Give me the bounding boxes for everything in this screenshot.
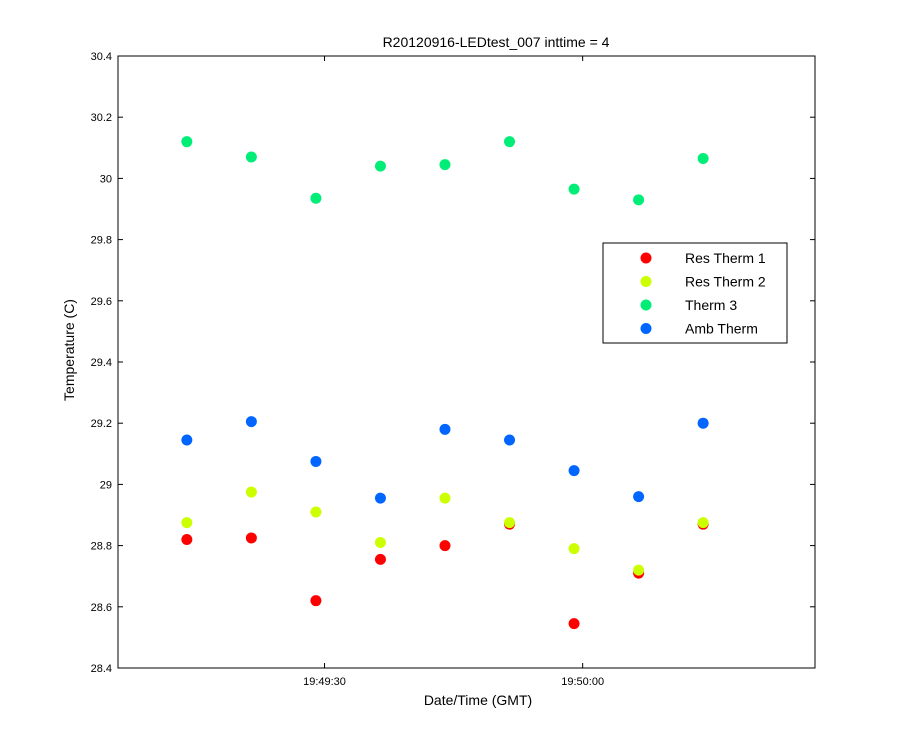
y-axis: 28.4 28.6 28.8 29 29.2 29.4 29.6 29.8 30 30.2 30.4 <box>91 51 815 675</box>
data-point-series-3 <box>568 183 580 195</box>
data-point-series-3 <box>439 159 451 171</box>
data-point-series-3 <box>310 192 322 204</box>
data-point-series-4 <box>439 423 451 435</box>
data-point-series-2 <box>439 492 451 504</box>
legend: Res Therm 1 Res Therm 2 Therm 3 Amb Therm <box>602 242 788 344</box>
legend-marker <box>640 299 652 311</box>
plot-area <box>117 55 816 669</box>
data-point-series-2 <box>504 517 516 529</box>
y-tick-label: 28.6 <box>91 602 112 614</box>
y-tick-label: 29.2 <box>91 418 112 430</box>
data-point-series-2 <box>568 543 580 555</box>
y-tick-label: 29.6 <box>91 296 112 308</box>
legend-label: Amb Therm <box>685 321 758 337</box>
data-point-series-3 <box>181 136 193 148</box>
legend-marker <box>640 276 652 287</box>
y-tick-label: 30 <box>100 173 112 185</box>
data-point-series-2 <box>374 537 386 549</box>
data-point-series-2 <box>245 486 257 498</box>
legend-label: Res Therm 2 <box>685 274 766 290</box>
data-point-series-3 <box>504 136 516 148</box>
data-point-series-3 <box>374 160 386 172</box>
data-point-series-1 <box>439 540 451 552</box>
y-tick-label: 29 <box>100 479 112 491</box>
y-axis-label: Temperature (C) <box>61 299 77 401</box>
data-point-series-1 <box>181 533 193 545</box>
legend-label: Res Therm 1 <box>685 250 766 266</box>
x-tick-label: 19:49:30 <box>303 676 346 688</box>
data-point-series-3 <box>245 151 257 163</box>
data-points <box>181 136 709 630</box>
data-point-series-4 <box>504 434 516 446</box>
legend-marker <box>640 323 652 334</box>
data-point-series-2 <box>697 517 709 529</box>
x-axis-label: Date/Time (GMT) <box>424 692 532 708</box>
y-tick-label: 28.4 <box>91 663 112 675</box>
data-point-series-3 <box>633 194 645 206</box>
y-tick-label: 30.4 <box>91 51 112 63</box>
data-point-series-1 <box>568 618 580 630</box>
data-point-series-4 <box>633 491 645 503</box>
data-point-series-2 <box>181 517 193 529</box>
y-tick-label: 29.4 <box>91 357 112 369</box>
legend-label: Therm 3 <box>685 297 737 313</box>
legend-items: Res Therm 1 Res Therm 2 Therm 3 Amb Therm <box>640 250 766 337</box>
data-point-series-4 <box>568 465 580 477</box>
y-tick-label: 29.8 <box>91 235 112 247</box>
data-point-series-2 <box>310 506 322 518</box>
x-axis: 19:49:30 19:50:00 <box>303 56 604 688</box>
data-point-series-1 <box>374 553 386 565</box>
x-tick-label: 19:50:00 <box>561 676 604 688</box>
legend-box <box>602 242 788 344</box>
data-point-series-1 <box>245 532 257 544</box>
data-point-series-2 <box>633 564 645 576</box>
data-point-series-4 <box>181 434 193 446</box>
data-point-series-1 <box>310 595 322 607</box>
y-tick-label: 28.8 <box>91 541 112 553</box>
y-tick-label: 30.2 <box>91 112 112 124</box>
data-point-series-4 <box>374 492 386 504</box>
legend-marker <box>640 252 652 264</box>
data-point-series-3 <box>697 153 709 165</box>
chart-title: R20120916-LEDtest_007 inttime = 4 <box>383 34 610 50</box>
data-point-series-4 <box>310 455 322 467</box>
data-point-series-4 <box>697 417 709 429</box>
data-point-series-4 <box>245 416 257 428</box>
